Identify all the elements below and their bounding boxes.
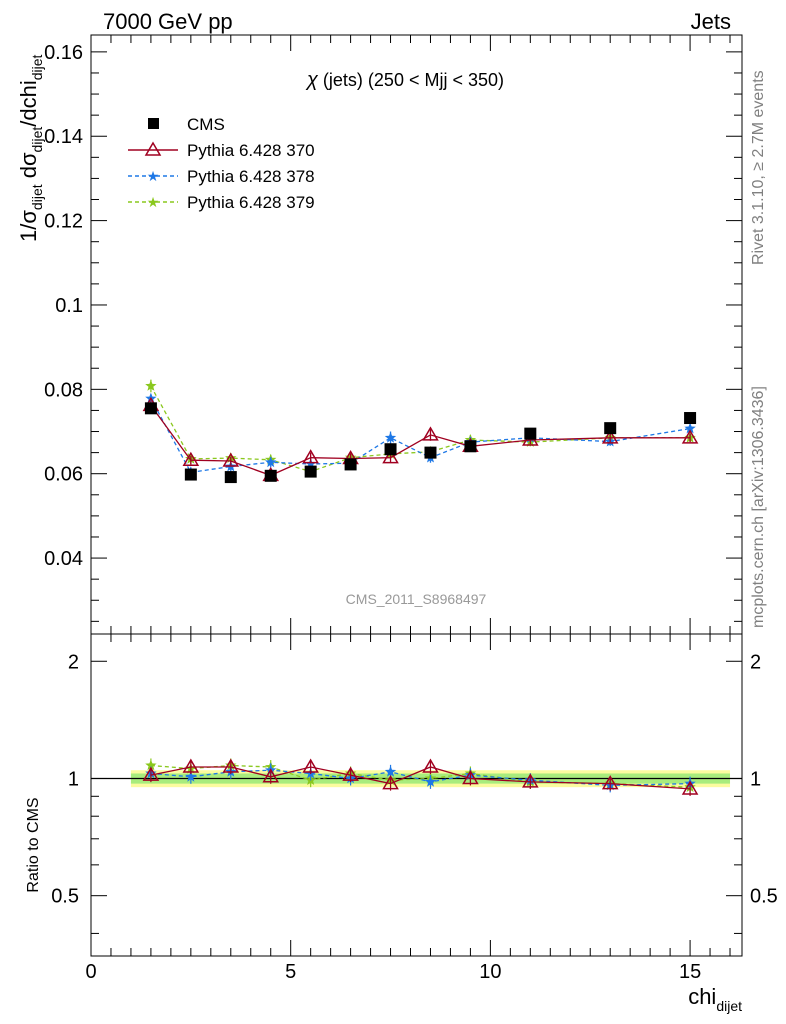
bottom-ytick-label: 2 [68,651,79,673]
ratio-point [424,775,437,787]
top-ytick-label: 0.16 [44,42,83,64]
ratio-point [422,758,439,773]
legend-marker-379: ★ [147,194,160,210]
cms-point [344,458,357,471]
header-energy: 7000 GeV pp [103,9,233,34]
cms-point [684,412,697,425]
ylabel-sub3: dijet [29,54,45,80]
ratio-series [142,758,699,796]
ratio-point [522,773,539,788]
xtick-label: 5 [285,961,296,983]
xtick-label: 10 [479,961,501,983]
xtick-label: 0 [85,961,96,983]
legend-label-cms: CMS [187,115,225,134]
ratio-point [302,758,319,773]
legend-label-379: Pythia 6.428 379 [187,193,315,212]
xlabel-sub: dijet [716,998,742,1014]
ratio-point [342,766,359,781]
legend: CMS Pythia 6.428 370 ★ Pythia 6.428 378 … [128,115,315,212]
ratio-point [222,758,240,773]
cms-point [224,471,237,484]
cms-point [384,443,397,456]
ratio-point [384,765,397,777]
series-line [150,385,691,473]
top-ytick-label: 0.08 [44,379,83,401]
series-point [684,422,696,434]
ratio-point [142,766,160,781]
ratio-point [462,769,479,785]
series-point [681,429,699,444]
top-ytick-label: 0.04 [44,548,83,570]
ratio-point [601,775,619,790]
cms-point [424,446,437,459]
bottom-ytick-label: 1 [68,768,79,790]
plot-title-chi: χ [305,69,319,91]
side-mcplots: mcplots.cern.ch [arXiv:1306.3436] [750,386,767,628]
ylabel-a: 1/σ [16,210,41,242]
top-ytick-label: 0.1 [55,295,83,317]
legend-label-370: Pythia 6.428 370 [187,141,315,160]
series-point [305,458,317,469]
series-point [182,451,200,466]
series-point [302,449,319,464]
bottom-ytick-label-right: 2 [750,651,761,673]
series-point [382,449,399,464]
top-ytick-label: 0.14 [44,126,83,148]
cms-point [304,465,317,478]
ratio-line [150,766,691,790]
xtick-label: 15 [679,961,701,983]
side-rivet: Rivet 3.1.10, ≥ 2.7M events [750,70,767,265]
legend-marker-378: ★ [147,168,160,184]
x-axis-ticks: 0 5 10 15 [85,35,731,983]
x-axis-label: chidijet [688,984,742,1014]
series-point [422,426,439,441]
header-jets: Jets [691,9,731,34]
watermark: CMS_2011_S8968497 [346,591,487,607]
ratio-point [681,780,699,795]
bottom-axis-ticks: 0.5 0.5 1 1 2 2 [51,651,778,934]
top-ytick-label: 0.06 [44,464,83,486]
ratio-point [185,770,197,782]
cms-point [524,427,537,440]
legend-marker-370 [144,141,162,156]
bottom-ytick-label: 0.5 [51,886,79,908]
series-point [145,380,157,391]
series-point [384,431,397,443]
legend-label-378: Pythia 6.428 378 [187,167,315,186]
cms-point [264,469,277,482]
cms-point [144,402,157,415]
series-point [265,456,277,468]
top-axis-ticks: 0.04 0.06 0.08 0.1 0.12 0.14 0.16 [44,42,742,622]
series-line [150,398,691,474]
top-y-label: 1/σdijet dσdijet/dchidijet [16,54,45,242]
plot-title: χ (jets) (250 < Mjj < 350) [305,69,504,91]
ratio-line [150,764,691,788]
cms-point [464,440,477,453]
series-point [222,452,240,467]
bottom-panel-frame [90,633,743,957]
bottom-ytick-label-right: 0.5 [750,886,778,908]
top-ytick-label: 0.12 [44,211,83,233]
bottom-ytick-label-right: 1 [750,768,761,790]
ratio-point [145,759,157,771]
ratio-point [262,768,280,783]
ylabel-b: dσ [16,152,41,184]
cms-point [604,422,617,435]
xlabel-main: chi [688,984,716,1009]
plot-title-rest: (jets) (250 < Mjj < 350) [318,70,504,90]
top-series [142,379,699,484]
series-point [601,429,619,444]
cms-point [184,468,197,481]
ratio-point [382,775,399,790]
bottom-y-label: Ratio to CMS [25,797,42,892]
ylabel-c: /dchi [16,80,41,126]
ylabel-sub1: dijet [29,184,45,210]
ylabel-sub2: dijet [29,127,45,153]
legend-marker-cms [148,118,159,129]
series-line [150,405,691,477]
ratio-point [182,758,200,773]
